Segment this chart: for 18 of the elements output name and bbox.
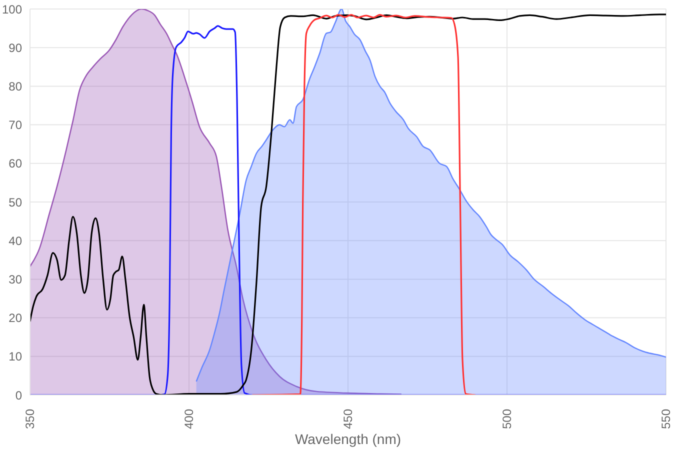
y-tick-label: 30 (8, 272, 22, 286)
x-tick-label: 550 (659, 408, 673, 430)
y-tick-label: 0 (15, 388, 22, 402)
x-tick-label: 400 (182, 408, 196, 430)
y-tick-label: 20 (8, 311, 22, 326)
y-tick-label: 10 (8, 350, 22, 364)
y-tick-label: 70 (8, 118, 22, 132)
x-tick-label: 500 (500, 408, 514, 430)
y-tick-label: 40 (8, 234, 22, 248)
x-tick-label: 450 (341, 408, 355, 430)
x-axis-title: Wavelength (nm) (294, 431, 402, 447)
x-tick-label: 350 (23, 408, 37, 430)
y-tick-label: 50 (8, 195, 22, 210)
y-tick-label: 100 (2, 2, 22, 16)
y-tick-label: 80 (8, 79, 22, 94)
line-series (252, 14, 476, 395)
y-tick-label: 60 (8, 156, 22, 171)
y-tick-label: 90 (8, 40, 22, 55)
